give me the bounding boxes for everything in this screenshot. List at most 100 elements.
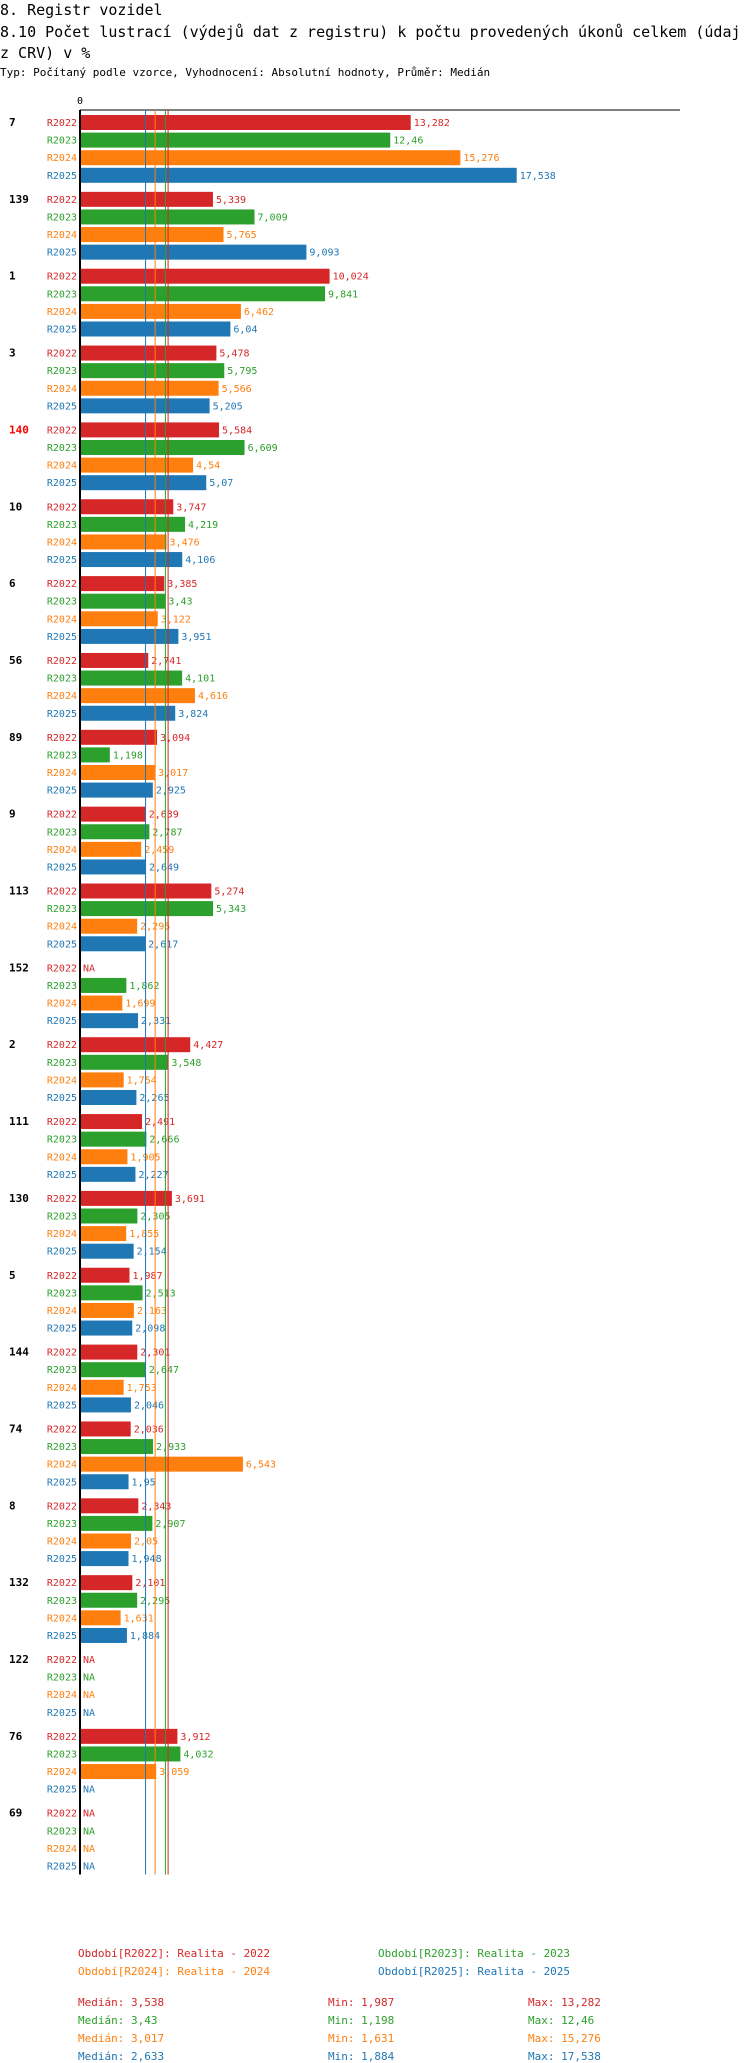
bar xyxy=(80,747,110,763)
bar xyxy=(80,1243,134,1259)
bar xyxy=(80,1498,139,1514)
series-label: R2023 xyxy=(47,981,77,992)
series-label: R2022 xyxy=(47,118,77,129)
value-label: NA xyxy=(83,1785,95,1796)
series-label: R2025 xyxy=(47,1785,77,1796)
bar xyxy=(80,132,391,148)
value-label: 1,855 xyxy=(129,1229,159,1240)
bar xyxy=(80,1575,133,1591)
series-label: R2025 xyxy=(47,1324,77,1335)
bar xyxy=(80,782,153,798)
value-label: 3,691 xyxy=(175,1194,205,1205)
group-label: 7 xyxy=(9,116,16,129)
value-label: 5,795 xyxy=(227,366,257,377)
series-label: R2022 xyxy=(47,887,77,898)
value-label: 5,765 xyxy=(227,230,257,241)
value-label: 1,198 xyxy=(113,750,143,761)
bar xyxy=(80,1362,146,1378)
value-label: NA xyxy=(83,963,95,974)
value-label: 2,617 xyxy=(148,939,178,950)
series-label: R2022 xyxy=(47,502,77,513)
series-label: R2024 xyxy=(47,922,77,933)
bar xyxy=(80,1208,138,1224)
bar xyxy=(80,1474,129,1490)
series-label: R2023 xyxy=(47,1519,77,1530)
value-label: 1,95 xyxy=(132,1477,156,1488)
value-label: NA xyxy=(83,1690,95,1701)
value-label: 17,538 xyxy=(520,171,556,182)
stat-min-r2023: Min: 1,198 xyxy=(328,2014,395,2027)
value-label: NA xyxy=(83,1862,95,1873)
value-label: 3,476 xyxy=(170,537,200,548)
value-label: 6,04 xyxy=(233,325,257,336)
stat-max-r2024: Max: 15,276 xyxy=(528,2032,601,2045)
value-label: 1,862 xyxy=(129,981,159,992)
bar xyxy=(80,150,461,166)
series-label: R2024 xyxy=(47,999,77,1010)
value-label: 12,46 xyxy=(393,136,423,147)
bar xyxy=(80,1397,131,1413)
stat-median-r2022: Medián: 3,538 xyxy=(78,1996,165,2009)
value-label: 4,106 xyxy=(185,555,215,566)
bar xyxy=(80,363,225,379)
series-label: R2024 xyxy=(47,1229,77,1240)
series-label: R2023 xyxy=(47,289,77,300)
series-label: R2024 xyxy=(47,1460,77,1471)
group-label: 8 xyxy=(9,1499,16,1512)
group-label: 89 xyxy=(9,731,22,744)
bar xyxy=(80,1166,136,1182)
value-label: 3,059 xyxy=(159,1767,189,1778)
series-label: R2022 xyxy=(47,1348,77,1359)
value-label: 5,07 xyxy=(209,478,233,489)
stat-median-r2024: Medián: 3,017 xyxy=(78,2032,165,2045)
value-label: 2,491 xyxy=(145,1117,175,1128)
bar xyxy=(80,576,165,592)
bar xyxy=(80,977,127,993)
value-label: 3,017 xyxy=(158,768,188,779)
series-label: R2023 xyxy=(47,750,77,761)
bar xyxy=(80,1114,143,1130)
bar xyxy=(80,995,123,1011)
value-label: NA xyxy=(83,1673,95,1684)
stat-min-r2022: Min: 1,987 xyxy=(328,1996,395,2009)
series-label: R2022 xyxy=(47,656,77,667)
series-label: R2022 xyxy=(47,1424,77,1435)
value-label: 3,122 xyxy=(161,614,191,625)
series-label: R2025 xyxy=(47,325,77,336)
series-label: R2024 xyxy=(47,537,77,548)
chart-title: 8.10 Počet lustrací (výdejů dat z regist… xyxy=(0,23,741,62)
legend-item-r2025: Období[R2025]: Realita - 2025 xyxy=(378,1965,571,1978)
stat-median-r2025: Medián: 2,633 xyxy=(78,2050,165,2063)
value-label: 2,907 xyxy=(155,1519,185,1530)
bar xyxy=(80,1764,157,1780)
bar xyxy=(80,345,217,361)
bar xyxy=(80,534,167,550)
value-label: 4,54 xyxy=(196,461,220,472)
bar xyxy=(80,552,183,568)
value-label: 6,543 xyxy=(246,1460,276,1471)
series-label: R2022 xyxy=(47,1117,77,1128)
bar xyxy=(80,1090,137,1105)
series-label: R2022 xyxy=(47,195,77,206)
series-label: R2022 xyxy=(47,733,77,744)
series-label: R2023 xyxy=(47,366,77,377)
value-label: 5,566 xyxy=(222,384,252,395)
value-label: 4,032 xyxy=(183,1749,213,1760)
section-title: 8. Registr vozidel xyxy=(0,1,163,19)
series-label: R2024 xyxy=(47,1844,77,1855)
series-label: R2022 xyxy=(47,579,77,590)
bar xyxy=(80,1515,153,1531)
value-label: 4,101 xyxy=(185,674,215,685)
series-label: R2025 xyxy=(47,248,77,259)
value-label: 5,343 xyxy=(216,904,246,915)
bar xyxy=(80,1054,169,1070)
series-label: R2025 xyxy=(47,1170,77,1181)
series-label: R2024 xyxy=(47,614,77,625)
group-label: 113 xyxy=(9,885,29,898)
legend-item-r2023: Období[R2023]: Realita - 2023 xyxy=(378,1947,571,1960)
group-label: 2 xyxy=(9,1038,16,1051)
bar xyxy=(80,457,194,473)
value-label: 2,649 xyxy=(149,862,179,873)
value-label: 2,154 xyxy=(137,1247,167,1258)
series-label: R2022 xyxy=(47,425,77,436)
